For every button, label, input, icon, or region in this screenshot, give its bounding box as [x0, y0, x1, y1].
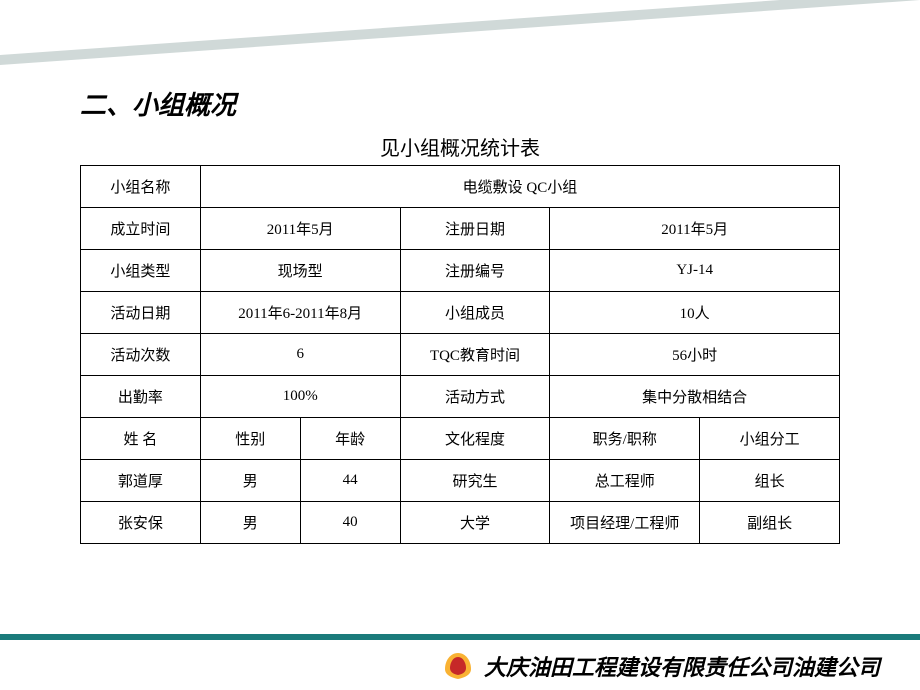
member-role: 组长: [700, 460, 840, 502]
cell-value: 集中分散相结合: [550, 376, 840, 418]
member-row: 张安保 男 40 大学 项目经理/工程师 副组长: [81, 502, 840, 544]
company-name: 大庆油田工程建设有限责任公司油建公司: [484, 650, 880, 682]
cell-label: 活动日期: [81, 292, 201, 334]
member-name: 郭道厚: [81, 460, 201, 502]
member-role: 副组长: [700, 502, 840, 544]
cell-label: 小组成员: [400, 292, 550, 334]
col-gender: 性别: [200, 418, 300, 460]
cell-value: 56小时: [550, 334, 840, 376]
col-title: 职务/职称: [550, 418, 700, 460]
table-row: 活动次数 6 TQC教育时间 56小时: [81, 334, 840, 376]
cell-value: 2011年5月: [200, 208, 400, 250]
member-title: 项目经理/工程师: [550, 502, 700, 544]
table-header-row: 姓 名 性别 年龄 文化程度 职务/职称 小组分工: [81, 418, 840, 460]
cell-label: TQC教育时间: [400, 334, 550, 376]
decorative-triangle-fg: [0, 0, 780, 55]
table-row: 小组名称 电缆敷设 QC小组: [81, 166, 840, 208]
cell-value: YJ-14: [550, 250, 840, 292]
col-edu: 文化程度: [400, 418, 550, 460]
table-row: 成立时间 2011年5月 注册日期 2011年5月: [81, 208, 840, 250]
cell-label: 出勤率: [81, 376, 201, 418]
cell-value: 现场型: [200, 250, 400, 292]
member-edu: 研究生: [400, 460, 550, 502]
member-title: 总工程师: [550, 460, 700, 502]
cell-value: 6: [200, 334, 400, 376]
cell-label: 小组名称: [81, 166, 201, 208]
member-gender: 男: [200, 502, 300, 544]
cell-label: 活动次数: [81, 334, 201, 376]
footer-divider: [0, 634, 920, 640]
footer: 大庆油田工程建设有限责任公司油建公司: [440, 650, 880, 682]
col-role: 小组分工: [700, 418, 840, 460]
cell-label: 活动方式: [400, 376, 550, 418]
cell-label: 注册日期: [400, 208, 550, 250]
col-age: 年龄: [300, 418, 400, 460]
cell-value: 2011年6-2011年8月: [200, 292, 400, 334]
cell-value: 10人: [550, 292, 840, 334]
overview-table: 小组名称 电缆敷设 QC小组 成立时间 2011年5月 注册日期 2011年5月…: [80, 165, 840, 544]
member-name: 张安保: [81, 502, 201, 544]
table-title: 见小组概况统计表: [0, 132, 920, 161]
cell-value: 2011年5月: [550, 208, 840, 250]
cell-value: 100%: [200, 376, 400, 418]
member-edu: 大学: [400, 502, 550, 544]
cell-value: 电缆敷设 QC小组: [200, 166, 839, 208]
member-age: 40: [300, 502, 400, 544]
section-heading: 二、小组概况: [80, 85, 236, 122]
member-gender: 男: [200, 460, 300, 502]
cell-label: 小组类型: [81, 250, 201, 292]
col-name: 姓 名: [81, 418, 201, 460]
table-row: 出勤率 100% 活动方式 集中分散相结合: [81, 376, 840, 418]
member-age: 44: [300, 460, 400, 502]
table-row: 小组类型 现场型 注册编号 YJ-14: [81, 250, 840, 292]
table-row: 活动日期 2011年6-2011年8月 小组成员 10人: [81, 292, 840, 334]
cell-label: 成立时间: [81, 208, 201, 250]
company-logo-icon: [440, 651, 476, 681]
cell-label: 注册编号: [400, 250, 550, 292]
member-row: 郭道厚 男 44 研究生 总工程师 组长: [81, 460, 840, 502]
